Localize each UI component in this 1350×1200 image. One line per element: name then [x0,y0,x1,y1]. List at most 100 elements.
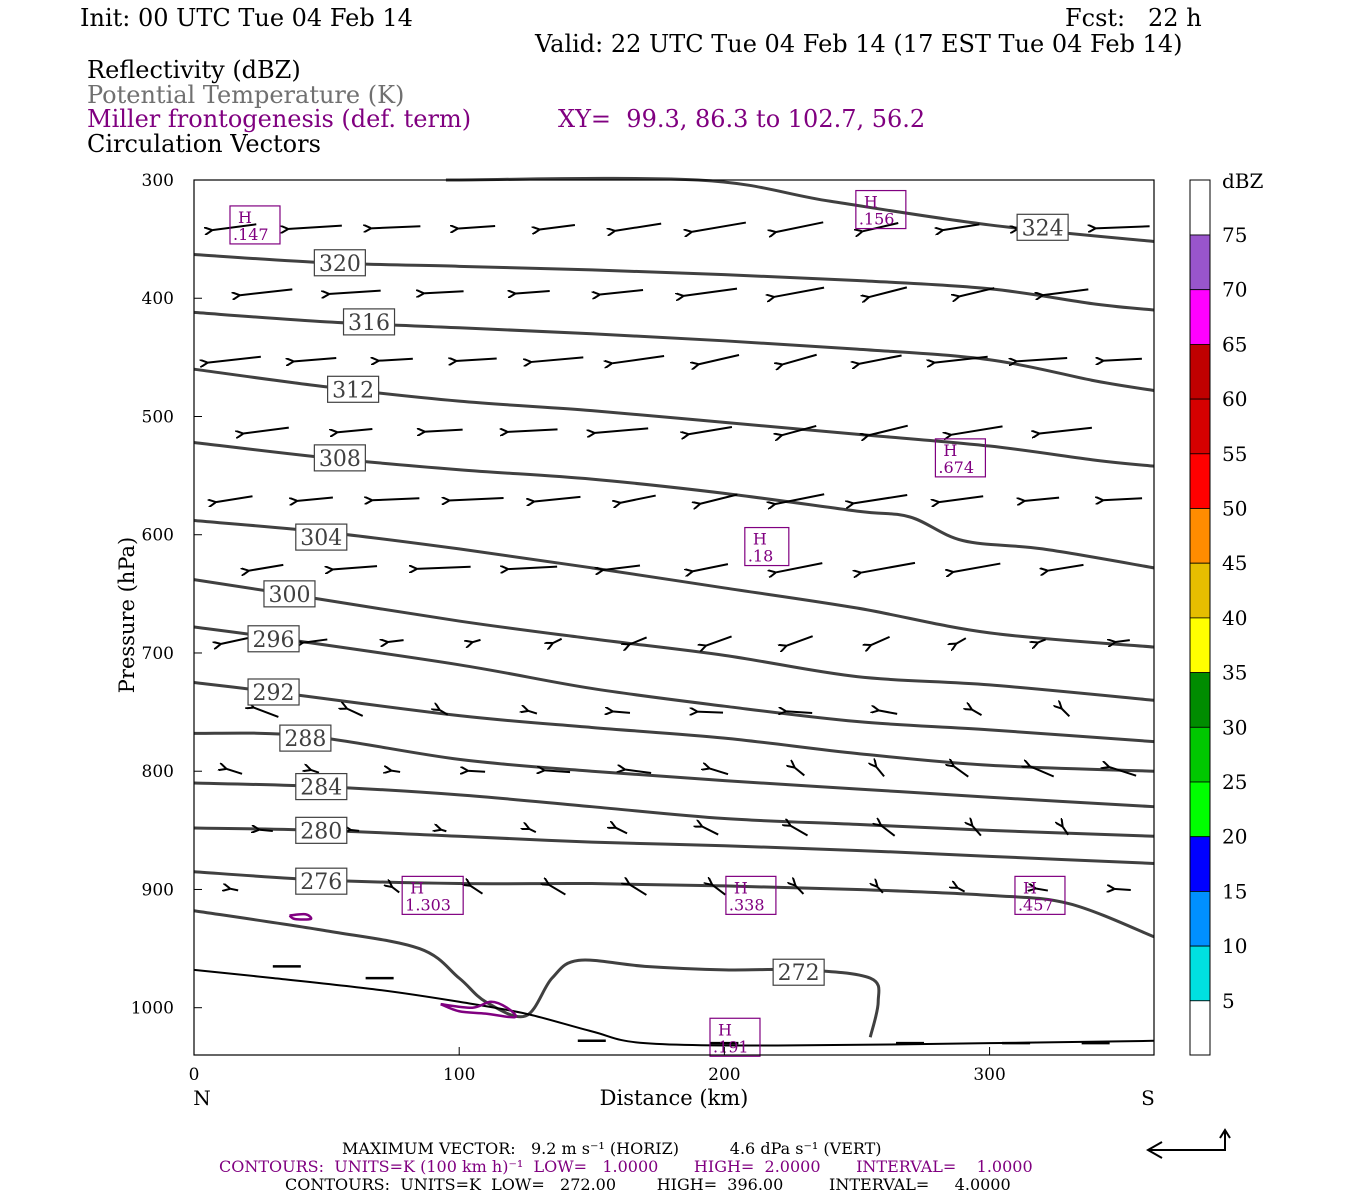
frontogenesis-contour [288,912,313,921]
x-tick-label: 300 [973,1065,1005,1085]
circulation-vector [258,830,273,831]
circulation-vector [709,768,729,776]
colorbar-level-label: 35 [1222,661,1247,685]
colorbar-level-label: 30 [1222,715,1247,739]
colorbar-level-label: 20 [1222,825,1247,849]
circulation-vector [1061,708,1071,718]
svg-text:312: 312 [332,378,374,403]
circulation-vector [1016,357,1068,361]
circulation-vector [862,222,899,232]
circulation-vector [878,710,898,715]
circulation-vector [507,429,558,432]
circulation-vector [544,770,571,772]
circulation-vector [785,711,813,713]
circulation-vector [391,886,400,894]
circulation-vector [611,355,665,363]
circulation-vector [507,567,558,570]
circulation-vector [692,563,729,571]
theta-label-288: 288 [279,724,332,752]
svg-text:H: H [718,1020,732,1039]
circulation-vector [423,291,464,293]
circulation-vector [1062,826,1070,836]
circulation-vector [239,288,293,295]
colorbar-swatch [1189,562,1211,619]
circulation-vector [602,564,641,571]
svg-text:.191: .191 [713,1037,749,1056]
svg-text:296: 296 [253,628,295,653]
circulation-vector [346,708,364,717]
colorbar-level-label: 70 [1222,278,1247,302]
theta-contour-300 [193,578,1155,702]
colorbar-level-label: 65 [1222,332,1247,356]
circulation-vector [302,638,328,642]
circulation-vector [794,767,805,777]
circulation-vector [958,287,995,297]
theta-label-324: 324 [1016,213,1069,241]
colorbar-level-label: 45 [1222,551,1247,575]
circulation-vector [533,495,581,502]
frontogenesis-max-label: H.457 [1014,875,1066,915]
circulation-vector [1115,640,1130,642]
circulation-vector [1024,496,1060,501]
field-reflectivity: Reflectivity (dBZ) [87,56,301,84]
circulation-vector [775,562,823,572]
circulation-vector [449,498,504,501]
circulation-vector [698,354,740,364]
circulation-vector [853,494,908,504]
circulation-vector [870,635,890,646]
colorbar-swatch [1189,398,1211,455]
colorbar-level-label: 55 [1222,442,1247,466]
circulation-vector [1095,226,1150,228]
svg-text:288: 288 [284,727,326,752]
circulation-vector [337,427,373,432]
circulation-vector [527,711,538,715]
circulation-vector [786,635,814,646]
theta-label-272: 272 [772,958,825,986]
y-axis-title: Pressure (hPa) [115,537,139,693]
circulation-vector [416,567,471,569]
circulation-vector [287,224,342,229]
circulation-vector [775,221,824,232]
circulation-vector [220,637,248,644]
circulation-vector [971,709,983,716]
circulation-vector [539,223,576,230]
circulation-vector [229,889,239,891]
circulation-vector [548,884,566,896]
theta-label-308: 308 [313,444,366,472]
svg-text:308: 308 [319,447,361,472]
circulation-vector [457,226,496,229]
circulation-vector [624,769,652,775]
circulation-vector [387,640,404,642]
svg-text:H: H [943,441,957,460]
circulation-vector [697,712,724,713]
circulation-vector [868,286,908,297]
frontogenesis-contour-note: CONTOURS: UNITS=K (100 km h)⁻¹ LOW= 1.00… [219,1157,1033,1176]
y-tick-label: 400 [142,289,174,309]
frontogenesis-max-label: H.147 [229,205,281,245]
field-potential-temperature: Potential Temperature (K) [87,81,405,109]
svg-text:H: H [753,530,767,549]
svg-text:272: 272 [778,961,820,986]
circulation-vector [207,355,261,363]
x-tick-label: 100 [443,1065,475,1085]
theta-label-280: 280 [295,816,348,844]
svg-text:.18: .18 [748,547,773,566]
circulation-vector [972,825,982,837]
theta-contour-308 [193,441,1155,570]
theta-label-276: 276 [295,867,348,895]
svg-text:304: 304 [300,526,342,551]
colorbar-swatch [1189,508,1211,564]
circulation-vector [867,424,908,436]
circulation-vector [691,221,747,232]
circulation-vector [1102,498,1143,500]
frontogenesis-max-label: H.674 [934,438,987,478]
plot-frame [193,179,1155,1056]
svg-text:H: H [238,208,252,227]
colorbar-swatch [1189,289,1211,345]
circulation-vector [371,498,420,500]
circulation-vector [328,289,381,294]
circulation-vector [439,709,449,716]
circulation-vector [705,635,732,645]
theta-label-304: 304 [295,523,348,551]
